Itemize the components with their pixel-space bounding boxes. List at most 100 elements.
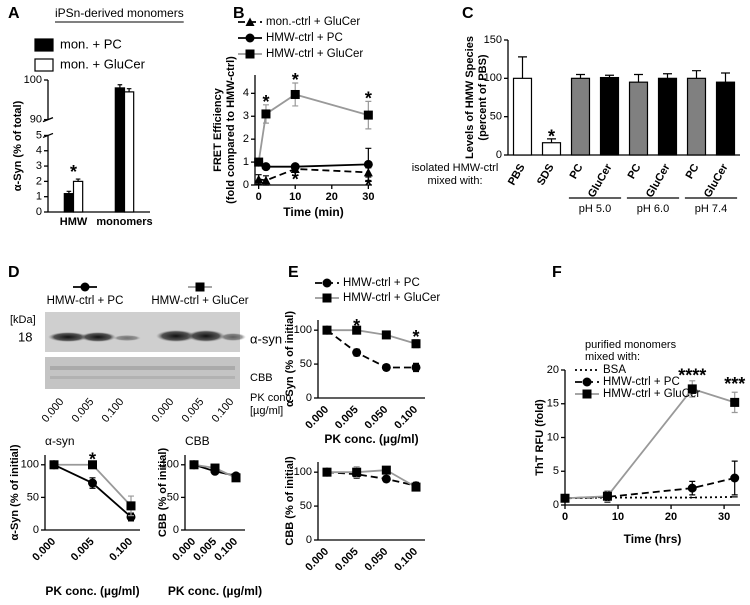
lane-label: 0.000 xyxy=(150,396,177,425)
x-tick-label: GluCer xyxy=(644,161,673,199)
x-tick-label: monomers xyxy=(96,216,152,228)
legend-label: HMW-ctrl + GluCer xyxy=(151,295,248,307)
x-axis-label: Time (hrs) xyxy=(624,532,682,546)
data-point xyxy=(730,397,740,407)
panel-label: F xyxy=(552,264,562,281)
y-tick-label: 3 xyxy=(36,160,42,172)
y-tick-label: 100 xyxy=(294,324,312,336)
legend-marker xyxy=(582,389,592,399)
annotation: * xyxy=(89,450,96,470)
row-label: mixed with: xyxy=(427,175,482,187)
y-axis-label: Levels of HMW Species xyxy=(464,36,476,159)
x-tick-label: 0.000 xyxy=(170,536,198,564)
legend-title: purified monomers xyxy=(585,339,677,351)
error-bar xyxy=(692,70,701,79)
annotation: * xyxy=(262,92,269,112)
y-tick-label: 5 xyxy=(553,465,559,477)
data-point xyxy=(687,384,697,394)
lane-label: 0.005 xyxy=(70,396,97,425)
legend-marker xyxy=(322,293,332,303)
bar xyxy=(628,81,649,156)
data-point xyxy=(411,482,421,492)
data-point xyxy=(381,465,391,475)
blot-band xyxy=(187,330,225,342)
legend-marker xyxy=(245,49,255,59)
data-point xyxy=(254,174,264,184)
y-tick-label: 50 xyxy=(490,111,502,123)
data-point xyxy=(261,109,271,119)
annotation: *** xyxy=(724,374,745,394)
annotation: * xyxy=(70,162,77,182)
marker-label: 18 xyxy=(18,329,32,344)
x-tick-label: 0.005 xyxy=(333,546,361,574)
y-tick-label: 50 xyxy=(300,500,312,512)
y-tick-label: 150 xyxy=(484,34,502,46)
x-tick-label: 30 xyxy=(362,191,374,203)
y-tick-label: 0 xyxy=(33,524,39,536)
data-point xyxy=(363,159,373,169)
y-tick-label: 0 xyxy=(36,206,42,218)
legend-label: HMW-ctrl + PC xyxy=(603,376,680,388)
x-tick-label: 20 xyxy=(665,511,677,523)
legend-swatch xyxy=(34,58,54,72)
legend-label: HMW-ctrl + PC xyxy=(266,32,343,44)
data-point xyxy=(322,467,332,477)
data-point xyxy=(363,110,373,120)
bar xyxy=(512,77,533,156)
annotation: **** xyxy=(678,365,706,385)
panel-label: D xyxy=(8,264,20,281)
annotation: * xyxy=(365,175,372,195)
lane-label: 0.005 xyxy=(180,396,207,425)
x-tick-label: 20 xyxy=(326,191,338,203)
y-axis-label: (percent of PBS) xyxy=(477,54,489,141)
x-tick-label: PC xyxy=(684,162,702,181)
y-tick-label: 5 xyxy=(36,129,42,141)
annotation: * xyxy=(292,170,299,190)
legend-marker xyxy=(582,377,592,387)
series-line xyxy=(258,161,369,168)
data-point xyxy=(290,162,300,172)
legend-marker xyxy=(245,17,255,26)
error-bar xyxy=(576,73,585,79)
x-tick-label: PBS xyxy=(506,162,528,188)
x-tick-label: GluCer xyxy=(586,161,615,199)
y-tick-label: 0 xyxy=(173,524,179,536)
y-tick-label: 4 xyxy=(243,87,249,99)
x-tick-label: 30 xyxy=(718,511,730,523)
x-tick-label: 0 xyxy=(562,511,568,523)
group-label: pH 7.4 xyxy=(695,203,727,215)
y-axis-label: FRET Efficiency xyxy=(212,87,224,172)
data-point xyxy=(49,460,59,470)
error-bar xyxy=(547,138,556,143)
bar xyxy=(715,81,736,156)
x-tick-label: 10 xyxy=(612,511,624,523)
legend-label: HMW-ctrl + PC xyxy=(343,277,420,289)
data-point xyxy=(352,325,362,335)
group-label: pH 6.0 xyxy=(637,203,669,215)
y-tick-label: 0 xyxy=(306,392,312,404)
panel-label: C xyxy=(462,5,474,22)
legend-label: mon. + PC xyxy=(60,36,122,51)
y-axis-label: α-Syn (% of initial) xyxy=(9,444,21,540)
blot-band xyxy=(113,335,141,341)
annotation: * xyxy=(292,70,299,90)
x-axis-label: Time (min) xyxy=(283,205,343,219)
x-tick-label: GluCer xyxy=(702,161,731,199)
x-tick-label: 0.100 xyxy=(392,546,420,574)
blot-band xyxy=(156,330,196,342)
error-bar xyxy=(66,190,72,194)
x-axis-label: PK conc. (µg/ml) xyxy=(168,584,262,598)
blot-band xyxy=(80,332,116,342)
lane-label: 0.100 xyxy=(210,396,237,425)
y-tick-label: 50 xyxy=(27,491,39,503)
x-tick-label: HMW xyxy=(60,216,88,228)
bar xyxy=(570,77,591,156)
annotation: * xyxy=(353,316,360,336)
data-point xyxy=(411,339,421,349)
bar xyxy=(114,87,126,213)
panel-label: A xyxy=(8,5,20,22)
y-tick-label: 90 xyxy=(30,114,42,126)
y-axis-label: α-Syn (% of total) xyxy=(12,100,24,191)
group-label: pH 5.0 xyxy=(579,203,611,215)
row-label: isolated HMW-ctrl xyxy=(412,162,499,174)
